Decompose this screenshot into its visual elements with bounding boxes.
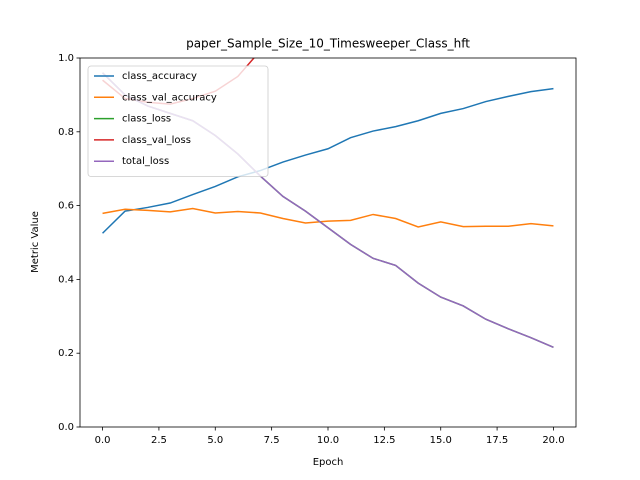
x-tick-label: 15.0	[430, 435, 452, 446]
x-tick-label: 17.5	[486, 435, 508, 446]
x-tick-label: 7.5	[264, 435, 280, 446]
legend-frame	[87, 65, 269, 177]
legend-label: class_loss	[122, 114, 171, 125]
y-tick-label: 0.4	[58, 274, 74, 285]
y-tick-label: 0.0	[58, 422, 74, 433]
legend-label: class_val_loss	[122, 135, 191, 146]
legend-label: class_val_accuracy	[122, 92, 217, 103]
y-tick-label: 0.2	[58, 348, 74, 359]
y-tick-label: 0.6	[58, 201, 74, 212]
x-tick-label: 12.5	[373, 435, 395, 446]
x-tick-label: 20.0	[542, 435, 564, 446]
y-tick-label: 0.8	[58, 127, 74, 138]
legend-label: total_loss	[122, 156, 169, 167]
x-axis-label: Epoch	[313, 457, 344, 468]
legend: class_accuracy class_val_accuracy class_lo…	[87, 65, 269, 177]
series-line	[102, 87, 554, 234]
y-axis-label: Metric Value	[30, 211, 41, 273]
x-tick-label: 2.5	[151, 435, 167, 446]
x-tick-label: 5.0	[207, 435, 223, 446]
y-tick-label: 1.0	[58, 53, 74, 64]
x-tick-label: 10.0	[317, 435, 339, 446]
chart-title: paper_Sample_Size_10_Timesweeper_Class_h…	[186, 37, 470, 51]
x-tick-label: 0.0	[95, 435, 111, 446]
series-line	[102, 207, 554, 228]
legend-label: class_accuracy	[122, 71, 197, 82]
